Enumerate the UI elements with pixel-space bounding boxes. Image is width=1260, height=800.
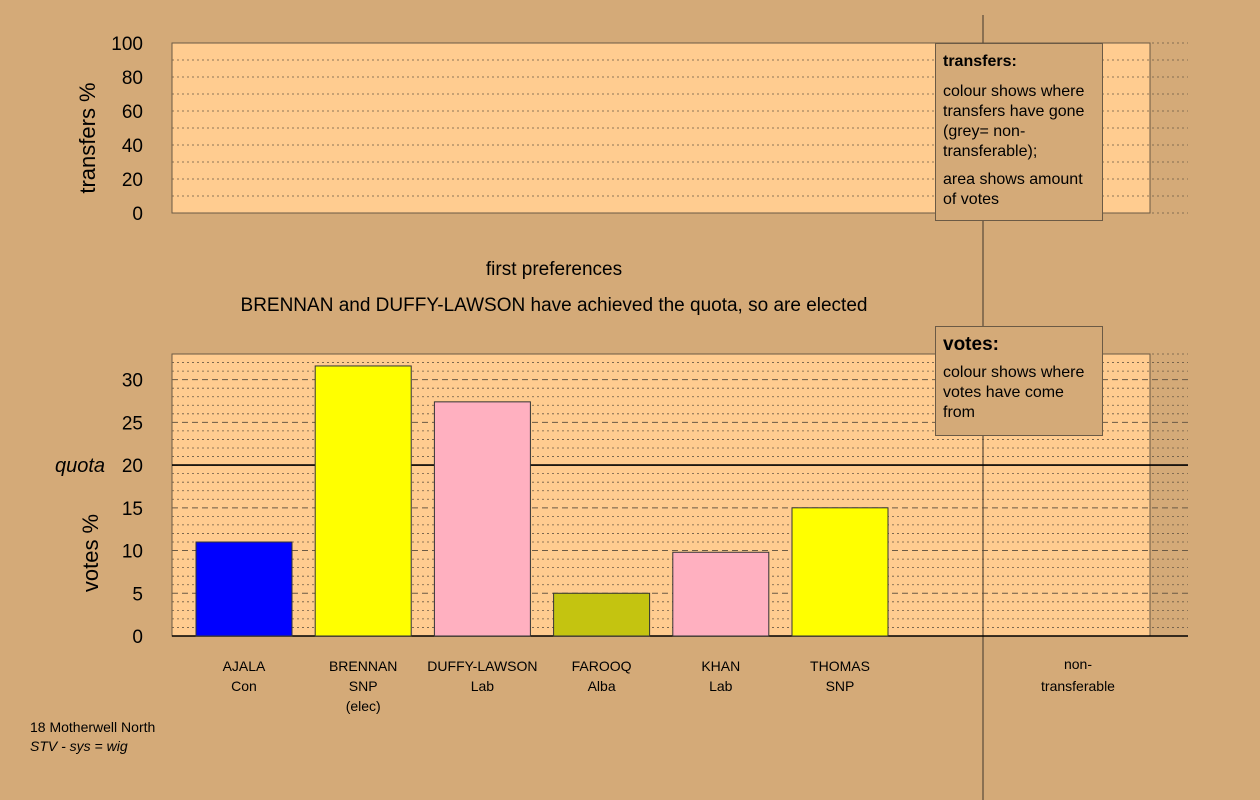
transfers-tick-label: 80 bbox=[122, 68, 143, 89]
bar-khan bbox=[672, 551, 770, 637]
transfers-axis-label: transfers % bbox=[75, 82, 100, 193]
votes-legend-text: colour shows where votes have come from bbox=[943, 364, 1085, 421]
bar-brennan bbox=[314, 365, 412, 637]
bar-thomas bbox=[791, 507, 889, 637]
transfers-tick-label: 60 bbox=[122, 102, 143, 123]
candidate-name-label: FAROOQ bbox=[572, 658, 632, 674]
candidate-name-label: KHAN bbox=[701, 658, 740, 674]
candidate-party-label: SNP bbox=[826, 678, 855, 694]
votes-tick-label: 30 bbox=[122, 371, 143, 392]
candidate-name-label: AJALA bbox=[223, 658, 266, 674]
votes-tick-label: 5 bbox=[132, 584, 143, 605]
transfers-tick-label: 100 bbox=[111, 34, 143, 55]
candidate-party-label: Lab bbox=[709, 678, 733, 694]
votes-legend-title: votes: bbox=[943, 334, 999, 355]
candidate-name-label: DUFFY-LAWSON bbox=[427, 658, 537, 674]
votes-tick-label: 15 bbox=[122, 499, 143, 520]
candidate-note-label: (elec) bbox=[346, 698, 381, 714]
bar-ajala bbox=[195, 541, 293, 637]
bar-farooq bbox=[553, 592, 651, 637]
bar-duffy-lawson bbox=[433, 401, 531, 637]
nontransferable-label: non- bbox=[1064, 656, 1092, 672]
votes-tick-label: 25 bbox=[122, 413, 143, 434]
transfers-tick-label: 40 bbox=[122, 136, 143, 157]
transfers-legend-title: transfers: bbox=[943, 53, 1017, 70]
votes-tick-label: 20 bbox=[122, 456, 143, 477]
candidate-party-label: Con bbox=[231, 678, 257, 694]
nontransferable-label: transferable bbox=[1041, 678, 1115, 694]
transfers-tick-label: 0 bbox=[132, 204, 143, 225]
constituency-label: 18 Motherwell North bbox=[30, 719, 156, 735]
transfers-tick-label: 20 bbox=[122, 170, 143, 191]
candidate-party-label: Alba bbox=[588, 678, 616, 694]
chart-title: first preferences bbox=[486, 259, 622, 280]
candidate-name-label: BRENNAN bbox=[329, 658, 397, 674]
votes-tick-label: 10 bbox=[122, 542, 143, 563]
votes-tick-label: 0 bbox=[132, 627, 143, 648]
system-label: STV - sys = wig bbox=[30, 738, 128, 754]
transfers-legend-text-1: colour shows where transfers have gone (… bbox=[943, 83, 1085, 160]
votes-axis-label: votes % bbox=[78, 514, 103, 592]
candidate-name-label: THOMAS bbox=[810, 658, 870, 674]
quota-label: quota bbox=[55, 455, 105, 477]
chart-subtitle: BRENNAN and DUFFY-LAWSON have achieved t… bbox=[241, 295, 868, 316]
candidate-party-label: SNP bbox=[349, 678, 378, 694]
transfers-legend: transfers: colour shows where transfers … bbox=[935, 43, 1103, 221]
votes-legend: votes: colour shows where votes have com… bbox=[935, 326, 1103, 436]
candidate-party-label: Lab bbox=[471, 678, 495, 694]
transfers-legend-text-2: area shows amount of votes bbox=[943, 171, 1083, 208]
